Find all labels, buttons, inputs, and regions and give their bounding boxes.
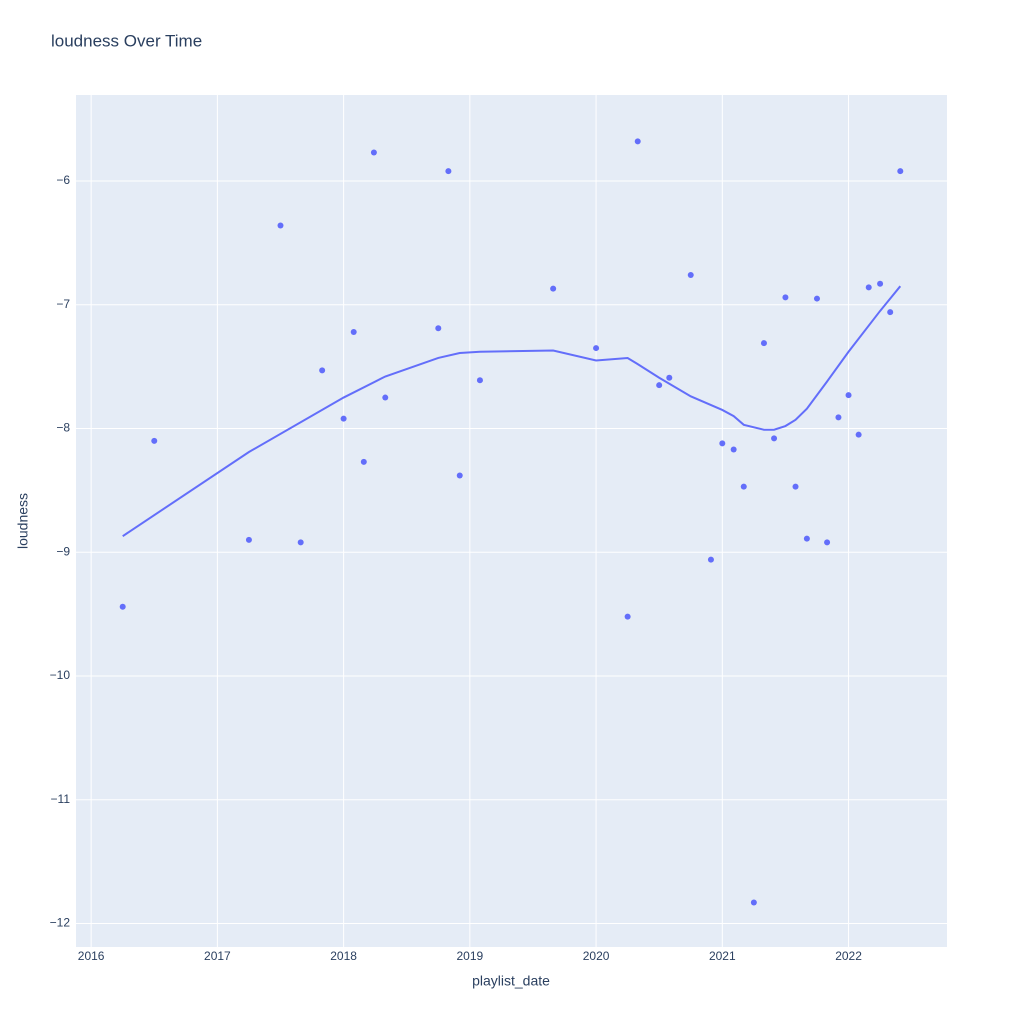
point xyxy=(813,295,820,302)
y-tick-label: −10 xyxy=(50,668,71,682)
point xyxy=(730,446,737,453)
y-tick-label: −6 xyxy=(56,173,70,187)
point xyxy=(476,377,483,384)
x-tick-label: 2020 xyxy=(583,949,610,963)
y-tick-label: −9 xyxy=(56,544,70,558)
point xyxy=(855,431,862,438)
x-tick-label: 2021 xyxy=(709,949,736,963)
point xyxy=(435,325,442,332)
point xyxy=(593,345,600,352)
y-axis-title: loudness xyxy=(15,493,31,549)
point xyxy=(897,168,904,175)
point xyxy=(340,415,347,422)
point xyxy=(707,556,714,563)
point xyxy=(119,603,126,610)
x-tick-label: 2016 xyxy=(78,949,105,963)
point xyxy=(360,458,367,465)
chart-title: loudness Over Time xyxy=(51,31,202,50)
point xyxy=(782,294,789,301)
point xyxy=(760,340,767,347)
point xyxy=(277,222,284,229)
point xyxy=(719,440,726,447)
point xyxy=(634,138,641,145)
plot-area xyxy=(76,95,947,947)
x-tick-label: 2017 xyxy=(204,949,231,963)
point xyxy=(550,285,557,292)
point xyxy=(687,272,694,279)
point xyxy=(445,168,452,175)
point xyxy=(824,539,831,546)
x-axis-title: playlist_date xyxy=(472,973,550,989)
point xyxy=(803,535,810,542)
point xyxy=(350,328,357,335)
point xyxy=(319,367,326,374)
point xyxy=(750,899,757,906)
point xyxy=(666,374,673,381)
x-tick-label: 2022 xyxy=(835,949,862,963)
point xyxy=(297,539,304,546)
point xyxy=(887,309,894,316)
point xyxy=(245,536,252,543)
point xyxy=(771,435,778,442)
point xyxy=(845,392,852,399)
y-tick-label: −12 xyxy=(50,916,71,930)
point xyxy=(370,149,377,156)
trend-line xyxy=(122,285,902,537)
point xyxy=(740,483,747,490)
y-tick-label: −7 xyxy=(56,297,70,311)
point xyxy=(456,472,463,479)
x-tick-label: 2018 xyxy=(330,949,357,963)
y-tick-label: −11 xyxy=(51,792,71,806)
point xyxy=(656,382,663,389)
point xyxy=(382,394,389,401)
point xyxy=(835,414,842,421)
point xyxy=(151,437,158,444)
point xyxy=(792,483,799,490)
point xyxy=(865,284,872,291)
point xyxy=(877,280,884,287)
y-tick-label: −8 xyxy=(56,421,70,435)
point xyxy=(624,613,631,620)
x-tick-label: 2019 xyxy=(456,949,483,963)
